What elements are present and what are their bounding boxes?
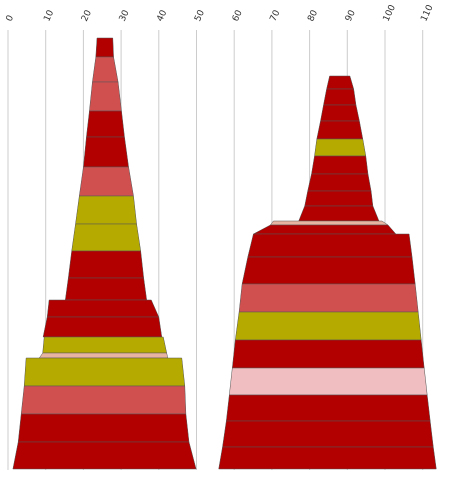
- stack-2-segment-17: [229, 367, 428, 396]
- x-tick-label-40: 40: [155, 8, 169, 23]
- x-tick-label-60: 60: [231, 8, 245, 23]
- stack-1-segment-17: [17, 413, 190, 443]
- x-tick-label-20: 20: [80, 8, 94, 23]
- stack-2-segment-4: [316, 120, 364, 140]
- stack-2-segment-15: [235, 311, 422, 341]
- stack-1-segment-2: [92, 56, 119, 83]
- stacked-bars: [12, 37, 437, 470]
- stack-1-segment-16: [20, 385, 187, 415]
- stack-2-segment-18: [226, 394, 431, 422]
- x-tick-label-0: 0: [5, 14, 17, 24]
- x-tick-label-80: 80: [306, 8, 320, 23]
- stack-1-segment-5: [83, 136, 129, 168]
- stack-1-segment-7: [75, 195, 137, 225]
- stack-1-segment-11: [46, 299, 160, 318]
- stack-1-segment-15: [23, 357, 186, 387]
- stack-1-segment-14: [38, 352, 169, 359]
- stack-2-segment-9: [298, 205, 380, 222]
- x-tick-label-100: 100: [382, 3, 398, 23]
- stack-2-segment-16: [232, 339, 425, 369]
- x-tick-label-10: 10: [42, 8, 56, 23]
- stack-1-segment-1: [95, 37, 114, 58]
- stack-1-segment-8: [71, 223, 141, 252]
- stack-1-segment-18: [12, 441, 197, 470]
- x-tick-label-50: 50: [193, 8, 207, 23]
- stack-1: [12, 37, 197, 470]
- stack-2-segment-6: [311, 155, 369, 175]
- stack-2-segment-8: [304, 190, 374, 207]
- stack-1-segment-3: [89, 81, 122, 112]
- stack-2-segment-1: [326, 75, 355, 90]
- stack-1-segment-13: [42, 336, 168, 354]
- stack-2-segment-12: [247, 233, 413, 258]
- x-axis-tick-labels: 0 10 20 30 40 50 60 70 80 90 100 110: [5, 3, 436, 23]
- stack-1-segment-12: [42, 316, 163, 338]
- stack-2: [218, 75, 437, 470]
- x-tick-label-70: 70: [269, 8, 283, 23]
- stack-2-segment-14: [238, 283, 419, 313]
- stack-2-segment-3: [320, 104, 360, 122]
- stack-2-segment-7: [307, 173, 372, 192]
- stack-2-segment-10: [269, 220, 389, 226]
- stack-2-segment-2: [323, 88, 357, 106]
- stack-1-segment-9: [68, 250, 144, 279]
- stack-2-segment-13: [241, 256, 416, 285]
- stack-2-segment-20: [218, 446, 437, 470]
- stack-2-segment-19: [222, 420, 434, 448]
- stack-1-segment-10: [65, 277, 147, 301]
- x-tick-label-30: 30: [118, 8, 132, 23]
- stack-1-segment-4: [86, 110, 125, 138]
- stack-1-segment-6: [79, 166, 134, 197]
- stack-2-segment-11: [253, 224, 397, 235]
- stack-2-segment-5: [314, 138, 367, 157]
- x-tick-label-110: 110: [419, 3, 435, 23]
- x-tick-label-90: 90: [344, 8, 358, 23]
